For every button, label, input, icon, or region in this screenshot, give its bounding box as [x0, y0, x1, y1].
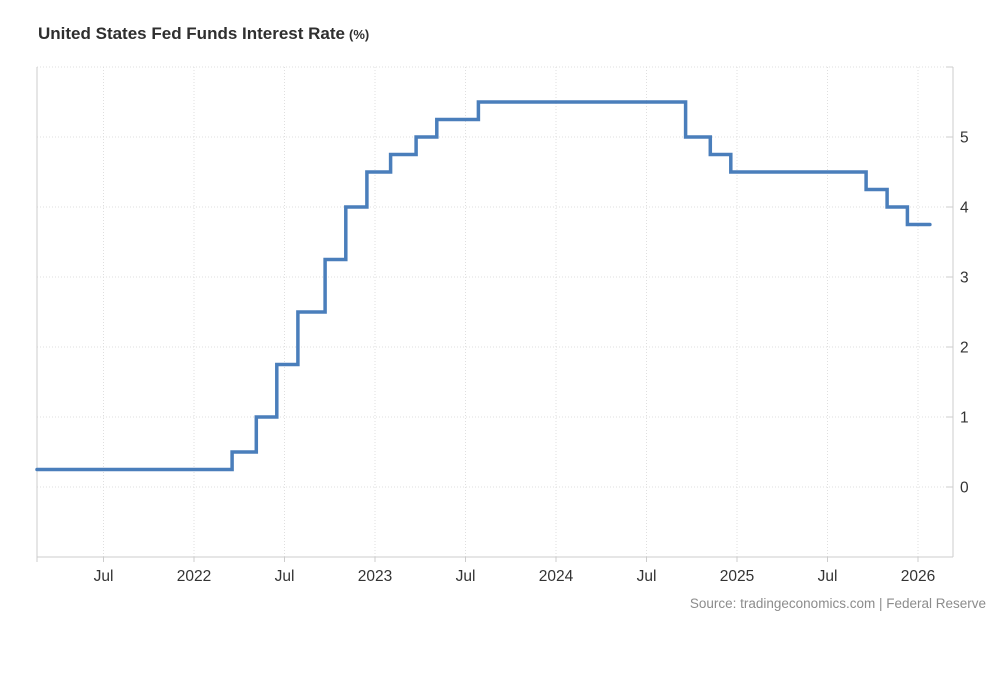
x-axis-label: 2024: [539, 568, 574, 585]
chart-title-text: United States Fed Funds Interest Rate: [38, 24, 345, 43]
y-axis-label: 2: [960, 340, 969, 357]
x-axis-label: Jul: [818, 568, 838, 585]
y-axis-label: 5: [960, 130, 969, 147]
y-axis-label: 3: [960, 270, 969, 287]
x-axis-label: 2023: [358, 568, 392, 585]
x-axis-label: Jul: [456, 568, 476, 585]
x-axis-label: 2026: [901, 568, 935, 585]
x-axis-label: Jul: [275, 568, 295, 585]
y-axis-label: 4: [960, 200, 969, 217]
x-axis-label: 2025: [720, 568, 754, 585]
chart-title-unit: (%): [349, 27, 370, 42]
x-axis-label: 2022: [177, 568, 211, 585]
y-axis-label: 1: [960, 410, 969, 427]
rate-series-line: [35, 100, 932, 472]
x-axis-label: Jul: [94, 568, 114, 585]
chart-title: United States Fed Funds Interest Rate (%): [38, 24, 369, 44]
source-attribution: Source: tradingeconomics.com | Federal R…: [689, 596, 986, 611]
x-axis-label: Jul: [637, 568, 657, 585]
y-axis-label: 0: [960, 480, 969, 497]
